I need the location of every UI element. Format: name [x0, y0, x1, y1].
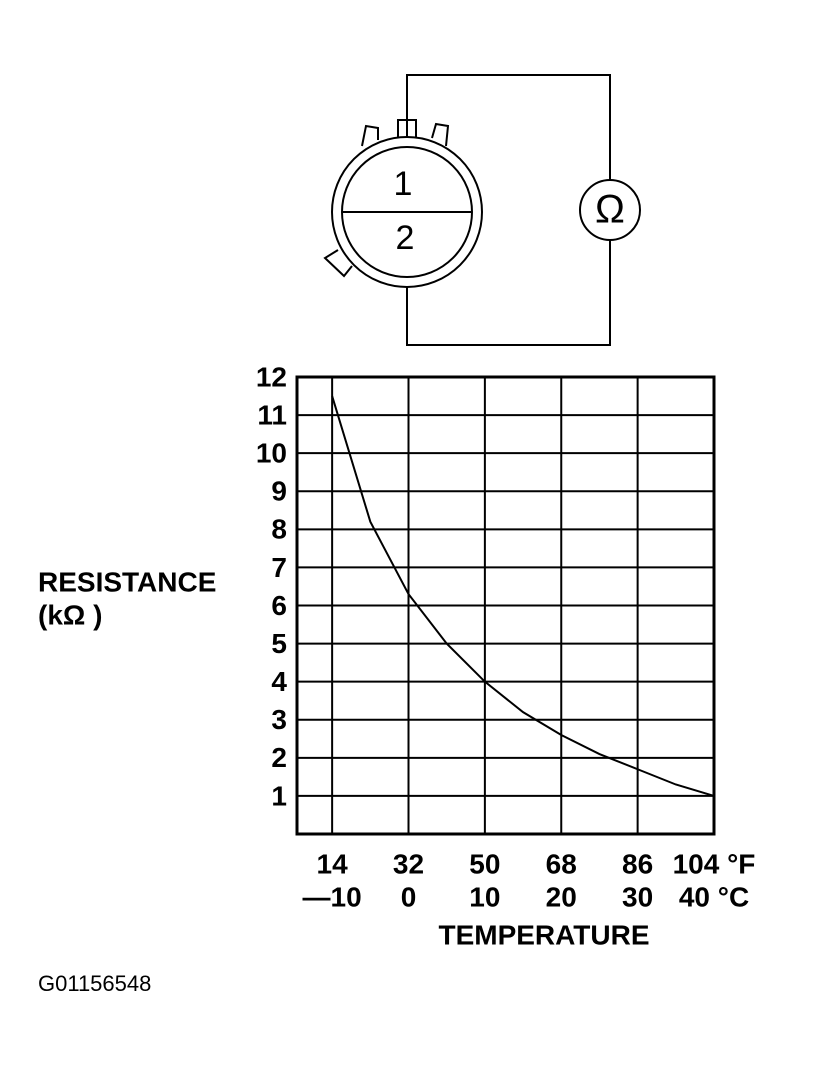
- x-tick-label: 0: [401, 881, 417, 912]
- x-tick-label: 50: [469, 848, 500, 879]
- y-tick-label: 1: [271, 780, 287, 811]
- x-tick-label: 68: [546, 848, 577, 879]
- x-tick-label: 10: [469, 881, 500, 912]
- x-tick-label: 40 °C: [679, 881, 749, 912]
- y-axis-label: RESISTANCE: [38, 566, 216, 597]
- y-tick-label: 8: [271, 514, 287, 545]
- x-tick-label: —10: [303, 881, 362, 912]
- connector-lock: [323, 249, 353, 278]
- y-tick-label: 11: [257, 399, 287, 430]
- x-tick-label: 14: [317, 848, 349, 879]
- curve: [331, 395, 715, 797]
- y-tick-label: 7: [271, 552, 287, 583]
- pin-label: 2: [396, 219, 415, 257]
- connector-diagram: [323, 74, 641, 346]
- y-tick-label: 5: [271, 628, 287, 659]
- y-tick-label: 2: [271, 742, 287, 773]
- x-tick-label: 32: [393, 848, 424, 879]
- x-tick-label: 20: [546, 881, 577, 912]
- y-axis-label: (kΩ ): [38, 599, 102, 630]
- x-tick-label: 30: [622, 881, 653, 912]
- y-tick-label: 9: [271, 476, 287, 507]
- x-tick-label: 104 °F: [673, 848, 756, 879]
- x-axis-label: TEMPERATURE: [438, 919, 649, 950]
- y-tick-label: 12: [256, 361, 287, 392]
- y-tick-label: 3: [271, 704, 287, 735]
- x-tick-label: 86: [622, 848, 653, 879]
- pin-label: 1: [394, 165, 413, 203]
- ohmmeter: [579, 179, 641, 241]
- y-tick-label: 6: [271, 590, 287, 621]
- meter-symbol: Ω: [595, 188, 625, 232]
- y-tick-label: 10: [256, 438, 287, 469]
- connector-tabs: [361, 119, 450, 147]
- figure-id: G01156548: [38, 971, 151, 996]
- y-tick-label: 4: [271, 666, 287, 697]
